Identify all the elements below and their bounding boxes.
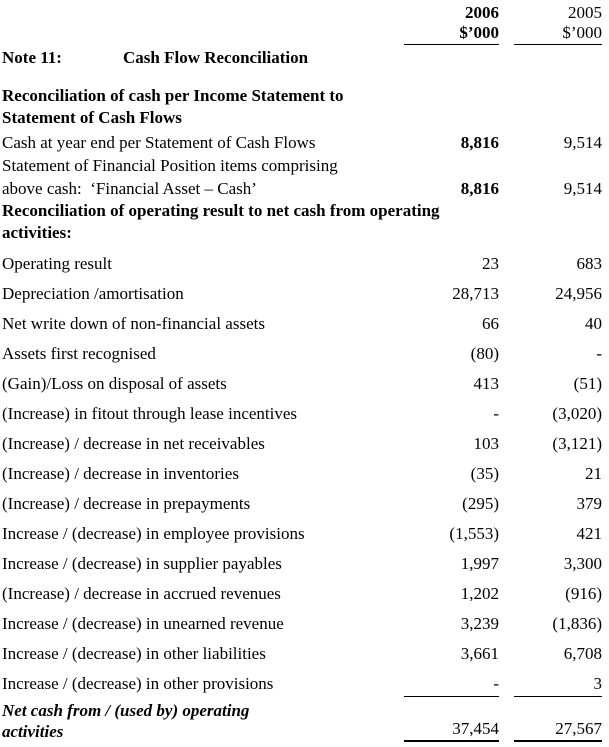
value-2005: 9,514 [563, 179, 602, 198]
row-label: Cash at year end per Statement of Cash F… [2, 133, 316, 152]
row-label: Assets first recognised [2, 344, 156, 363]
value-2005: 6,708 [563, 644, 602, 663]
value-2005: 40 [585, 314, 602, 333]
table-row: Statement of Financial Position items co… [2, 154, 602, 177]
value-2005: (51) [573, 374, 602, 393]
cash-reconciliation-rows: Cash at year end per Statement of Cash F… [2, 131, 602, 200]
row-label: Net write down of non-financial assets [2, 314, 265, 333]
column-unit-2006: $’000 [404, 23, 499, 45]
row-label: Increase / (decrease) in employee provis… [2, 524, 305, 543]
table-row: Net write down of non-financial assets 6… [2, 314, 602, 334]
column-header-2005: 2005 [568, 3, 602, 22]
value-2005: (3,020) [552, 404, 602, 423]
column-header-2006: 2006 [465, 3, 499, 22]
column-year-row: 2006 2005 [2, 3, 602, 23]
value-2005: - [596, 344, 602, 363]
table-row: Operating result 23 683 [2, 254, 602, 274]
value-2006: 3,239 [460, 614, 499, 633]
value-2006: 28,713 [452, 284, 499, 303]
table-row: Increase / (decrease) in other provision… [2, 674, 602, 697]
value-2006: 1,997 [460, 554, 499, 573]
value-2006: (1,553) [449, 524, 499, 543]
value-2005: (916) [565, 584, 602, 603]
row-label: (Increase) in fitout through lease incen… [2, 404, 298, 423]
note-heading: Note 11: Cash Flow Reconciliation [2, 48, 602, 68]
heading-line: Statement of Cash Flows [2, 108, 182, 127]
value-2006: 66 [482, 314, 499, 333]
value-2006: (80) [470, 344, 499, 363]
row-label: Depreciation /amortisation [2, 284, 184, 303]
value-2005: 21 [585, 464, 602, 483]
table-row: Increase / (decrease) in supplier payabl… [2, 554, 602, 574]
table-row: Increase / (decrease) in unearned revenu… [2, 614, 602, 634]
value-2006: 23 [482, 254, 499, 273]
row-label: Statement of Financial Position items co… [2, 156, 338, 175]
value-2005: 683 [576, 254, 603, 273]
value-2005: (1,836) [552, 614, 602, 633]
heading-line: Reconciliation of cash per Income Statem… [2, 86, 344, 105]
total-value-2005: 27,567 [514, 719, 602, 742]
table-row: above cash: ‘Financial Asset – Cash’ 8,8… [2, 177, 602, 200]
table-row: Increase / (decrease) in other liabiliti… [2, 644, 602, 664]
value-2006: 8,816 [460, 133, 499, 152]
table-row: (Increase) / decrease in net receivables… [2, 434, 602, 454]
total-row: Net cash from / (used by) operating acti… [2, 700, 602, 742]
table-row: (Increase) / decrease in prepayments (29… [2, 494, 602, 514]
total-label-line: Net cash from / (used by) operating [2, 701, 250, 720]
value-2006: (35) [470, 464, 499, 483]
value-2006: 413 [473, 374, 500, 393]
total-value-2006: 37,454 [404, 719, 499, 742]
value-2005: (3,121) [552, 434, 602, 453]
section-heading-cash: Reconciliation of cash per Income Statem… [2, 85, 602, 129]
value-2005: 24,956 [555, 284, 602, 303]
column-unit-row: $’000 $’000 [2, 23, 602, 45]
row-label: (Increase) / decrease in net receivables [2, 434, 265, 453]
value-2006: 8,816 [460, 179, 499, 198]
value-2006: 103 [473, 434, 500, 453]
operating-reconciliation-rows: Operating result 23 683 Depreciation /am… [2, 254, 602, 697]
row-label: Increase / (decrease) in unearned revenu… [2, 614, 284, 633]
table-row: (Increase) in fitout through lease incen… [2, 404, 602, 424]
row-label: (Gain)/Loss on disposal of assets [2, 374, 227, 393]
value-2006: (295) [462, 494, 499, 513]
value-2005: 379 [576, 494, 603, 513]
row-label: Increase / (decrease) in other liabiliti… [2, 644, 266, 663]
row-label: (Increase) / decrease in accrued revenue… [2, 584, 281, 603]
section-heading-operating: Reconciliation of operating result to ne… [2, 200, 602, 244]
table-row: Assets first recognised (80) - [2, 344, 602, 364]
total-label-line: activities [2, 722, 64, 741]
note-title: Cash Flow Reconciliation [123, 48, 309, 67]
row-label: (Increase) / decrease in inventories [2, 464, 239, 483]
row-label: Increase / (decrease) in supplier payabl… [2, 554, 282, 573]
value-2005: 3 [514, 674, 602, 697]
value-2006: 3,661 [460, 644, 499, 663]
value-2006: - [404, 674, 499, 697]
value-2006: - [493, 404, 499, 423]
row-label: above cash: ‘Financial Asset – Cash’ [2, 179, 257, 198]
total-label: Net cash from / (used by) operating acti… [2, 700, 404, 742]
row-label: (Increase) / decrease in prepayments [2, 494, 251, 513]
heading-line: activities: [2, 223, 72, 242]
row-label: Operating result [2, 254, 112, 273]
heading-line: Reconciliation of operating result to ne… [2, 201, 440, 220]
value-2005: 421 [576, 524, 603, 543]
table-row: Depreciation /amortisation 28,713 24,956 [2, 284, 602, 304]
table-row: Cash at year end per Statement of Cash F… [2, 131, 602, 154]
note-number: Note 11: [2, 48, 62, 67]
table-row: (Gain)/Loss on disposal of assets 413 (5… [2, 374, 602, 394]
table-row: (Increase) / decrease in accrued revenue… [2, 584, 602, 604]
value-2005: 3,300 [563, 554, 602, 573]
table-row: (Increase) / decrease in inventories (35… [2, 464, 602, 484]
column-unit-2005: $’000 [514, 23, 602, 45]
value-2005: 9,514 [563, 133, 602, 152]
value-2006: 1,202 [460, 584, 499, 603]
row-label: Increase / (decrease) in other provision… [2, 674, 274, 693]
table-row: Increase / (decrease) in employee provis… [2, 524, 602, 544]
